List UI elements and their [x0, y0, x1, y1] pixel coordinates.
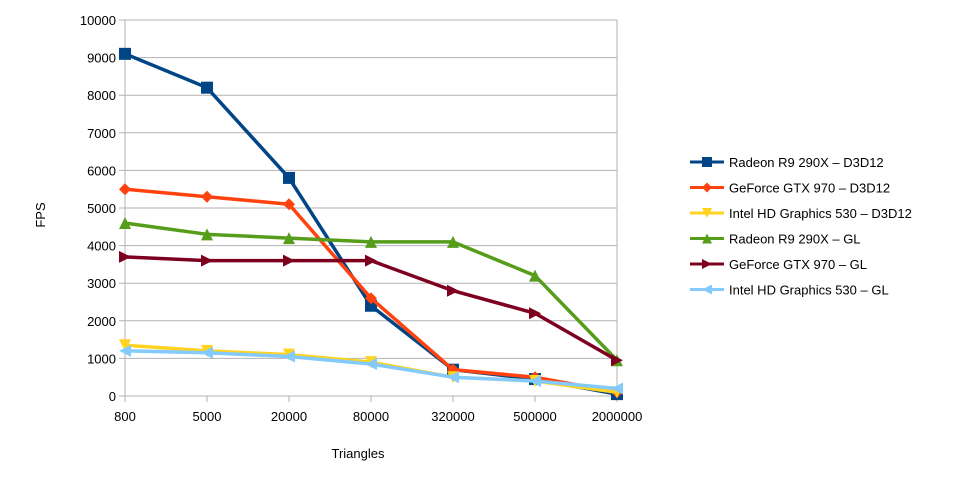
x-tick-label: 2000000 [592, 409, 643, 424]
legend-label: GeForce GTX 970 – GL [729, 257, 867, 272]
data-point [529, 374, 541, 387]
legend-label: Radeon R9 290X – GL [729, 232, 861, 247]
legend-item: Radeon R9 290X – D3D12 [690, 155, 884, 170]
series-4 [119, 250, 623, 367]
y-tick-label: 0 [109, 389, 116, 404]
data-point [283, 198, 295, 211]
data-point [201, 254, 213, 267]
data-point [119, 344, 131, 357]
legend-item: GeForce GTX 970 – D3D12 [690, 181, 890, 196]
data-point [201, 190, 213, 203]
data-point [283, 350, 295, 363]
data-point [119, 217, 131, 230]
x-tick-label: 5000 [193, 409, 222, 424]
y-tick-label: 2000 [87, 314, 116, 329]
legend: Radeon R9 290X – D3D12 GeForce GTX 970 – … [690, 155, 912, 298]
y-tick-label: 6000 [87, 163, 116, 178]
y-tick-label: 10000 [80, 13, 116, 28]
series-0 [119, 47, 623, 401]
legend-item: Intel HD Graphics 530 – GL [690, 283, 889, 298]
y-tick-label: 3000 [87, 276, 116, 291]
data-point [611, 354, 623, 367]
data-point [702, 284, 712, 295]
y-tick-label: 4000 [87, 239, 116, 254]
data-point [365, 235, 377, 248]
series-3 [119, 217, 623, 367]
data-point [447, 371, 459, 384]
x-tick-label: 800 [114, 409, 136, 424]
data-point [702, 182, 712, 193]
y-tick-label: 7000 [87, 126, 116, 141]
legend-item: GeForce GTX 970 – GL [690, 257, 867, 272]
series-line [124, 52, 618, 396]
y-tick-label: 5000 [87, 201, 116, 216]
data-point [119, 183, 131, 196]
data-point [611, 382, 623, 395]
series-2 [119, 339, 623, 399]
data-point [283, 232, 295, 245]
y-tick-label: 8000 [87, 88, 116, 103]
data-point [201, 346, 213, 359]
data-point [702, 259, 712, 269]
y-axis-label: FPS [33, 202, 48, 228]
legend-label: GeForce GTX 970 – D3D12 [729, 181, 890, 196]
y-tick-label: 1000 [87, 351, 116, 366]
data-point [119, 250, 131, 263]
legend-item: Radeon R9 290X – GL [690, 232, 861, 247]
series-5 [119, 344, 623, 395]
data-point [447, 235, 459, 248]
data-point [447, 284, 459, 297]
data-point [283, 254, 295, 267]
data-point [365, 254, 377, 267]
data-point [201, 228, 213, 241]
data-point [529, 307, 541, 320]
data-point [119, 47, 131, 60]
data-point [529, 269, 541, 282]
x-tick-label: 80000 [353, 409, 389, 424]
data-point [702, 233, 712, 244]
data-point [119, 339, 131, 352]
data-point [702, 157, 712, 167]
data-point [283, 171, 295, 184]
data-point [201, 81, 213, 94]
x-tick-label: 500000 [513, 409, 556, 424]
y-tick-label: 9000 [87, 51, 116, 66]
legend-label: Intel HD Graphics 530 – D3D12 [729, 206, 912, 221]
legend-item: Intel HD Graphics 530 – D3D12 [690, 206, 912, 221]
x-tick-label: 20000 [271, 409, 307, 424]
data-point [365, 292, 377, 305]
legend-label: Intel HD Graphics 530 – GL [729, 283, 889, 298]
data-point [702, 208, 712, 218]
legend-label: Radeon R9 290X – D3D12 [729, 155, 884, 170]
data-point [365, 358, 377, 371]
x-axis-label: Triangles [332, 446, 385, 461]
x-tick-label: 320000 [431, 409, 474, 424]
